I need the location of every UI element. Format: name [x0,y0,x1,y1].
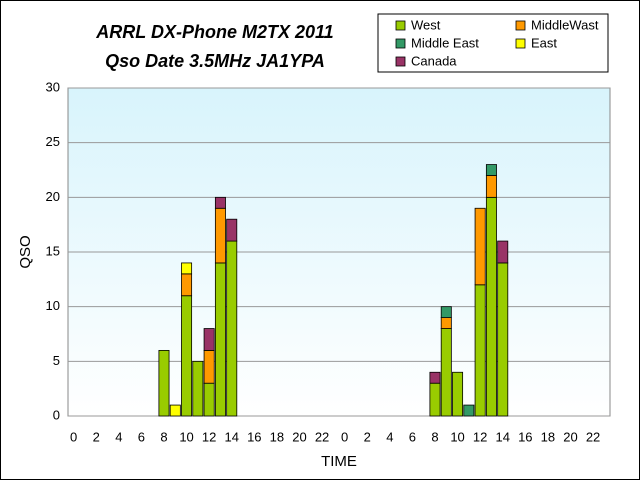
bar-segment [497,240,509,264]
y-tick-label: 30 [46,79,60,94]
x-tick-label: 0 [341,429,348,444]
x-tick-label: 8 [431,429,438,444]
legend-swatch [395,20,406,31]
legend-label: Middle East [411,35,479,50]
bar-segment [181,273,193,297]
x-tick-label: 2 [93,429,100,444]
legend-swatch [515,20,526,31]
bar-segment [214,207,226,264]
x-axis-label: TIME [321,453,357,470]
bar-segment [440,306,452,318]
bar-segment [463,404,475,417]
bar-segment [440,317,452,329]
legend-label: East [531,35,557,50]
y-tick-label: 20 [46,189,60,204]
y-tick-label: 5 [53,353,60,368]
chart-subtitle: Qso Date 3.5MHz JA1YPA [105,51,325,71]
x-tick-label: 16 [518,429,532,444]
legend-label: MiddleWast [531,17,599,32]
x-tick-label: 18 [270,429,284,444]
x-tick-label: 6 [409,429,416,444]
x-tick-label: 12 [473,429,487,444]
legend-swatch [395,56,406,67]
y-axis-label: QSO [17,235,34,268]
x-tick-label: 20 [563,429,577,444]
bar-segment [474,284,486,417]
y-tick-label: 10 [46,298,60,313]
x-tick-label: 14 [495,429,509,444]
bar-segment [214,262,226,417]
legend-label: West [411,17,441,32]
x-tick-label: 18 [541,429,555,444]
bar-segment [497,262,509,417]
x-tick-label: 14 [224,429,238,444]
bar-segment [440,328,452,417]
x-tick-label: 4 [115,429,122,444]
bar-segment [485,196,497,417]
bar-segment [203,328,215,351]
bar-segment [429,382,441,417]
bar-segment [203,382,215,417]
bar-segment [485,164,497,176]
bar-segment [181,295,193,417]
x-tick-label: 2 [364,429,371,444]
x-tick-label: 10 [179,429,193,444]
bar-segment [474,207,486,286]
bar-segment [169,404,181,417]
legend-swatch [515,38,526,49]
x-tick-label: 6 [138,429,145,444]
bar-segment [203,349,215,384]
y-tick-label: 25 [46,134,60,149]
chart-title: ARRL DX-Phone M2TX 2011 [95,22,333,42]
x-tick-label: 0 [70,429,77,444]
legend-label: Canada [411,53,457,68]
bar-segment [485,175,497,198]
bar-segment [158,349,170,417]
x-tick-label: 22 [586,429,600,444]
y-tick-label: 0 [53,407,60,422]
x-tick-label: 12 [202,429,216,444]
bar-segment [226,218,238,242]
y-tick-label: 15 [46,243,60,258]
bar-segment [214,196,226,209]
x-tick-label: 4 [386,429,393,444]
bar-segment [181,262,193,275]
x-tick-label: 8 [160,429,167,444]
legend-box [377,13,609,73]
x-tick-label: 16 [247,429,261,444]
bar-segment [452,371,464,417]
bar-segment [429,371,441,384]
x-tick-label: 20 [292,429,306,444]
x-tick-label: 10 [450,429,464,444]
legend-swatch [395,38,406,49]
bar-segment [226,240,238,417]
bar-segment [192,360,204,417]
x-tick-label: 22 [315,429,329,444]
